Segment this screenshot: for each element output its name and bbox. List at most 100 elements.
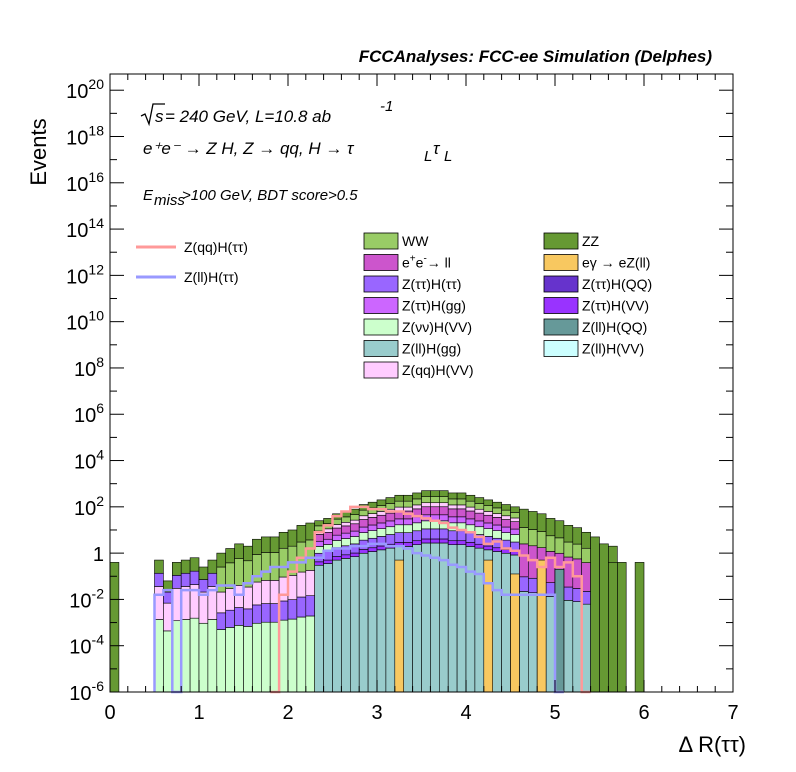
bar-23-layer-4 xyxy=(314,540,324,547)
x-tick-label: 1 xyxy=(193,702,204,724)
bar-11-layer-3 xyxy=(207,559,218,574)
bar-16-layer-4 xyxy=(252,538,262,555)
bar-53-layer-2 xyxy=(581,562,591,592)
special-bar-3 xyxy=(510,573,520,693)
bar-22-layer-1 xyxy=(305,595,315,617)
bar-27-layer-6 xyxy=(349,519,360,525)
bar-37-layer-8 xyxy=(438,490,449,497)
bar-19-layer-1 xyxy=(278,600,289,621)
bar-29-layer-8 xyxy=(367,501,378,509)
special-bar-0 xyxy=(394,559,404,693)
bar-17-layer-2 xyxy=(260,580,271,604)
bar-45-layer-4 xyxy=(510,528,520,535)
bar-26-layer-3 xyxy=(341,538,351,547)
y-tick-label: 1 xyxy=(93,544,104,566)
bar-38-layer-0 xyxy=(447,544,458,693)
legend-label: Z(ll)H(gg) xyxy=(402,341,461,357)
bar-41-layer-8 xyxy=(474,497,485,504)
bar-13-layer-1 xyxy=(225,609,235,628)
bar-41-layer-6 xyxy=(474,508,485,514)
legend-label: ZZ xyxy=(582,233,600,249)
legend-swatch xyxy=(543,318,579,336)
bar-33-layer-8 xyxy=(403,494,413,502)
bar-23-layer-5 xyxy=(314,534,324,542)
bar-39-layer-5 xyxy=(456,508,467,518)
bar-26-layer-6 xyxy=(341,521,351,527)
bar-38-layer-7 xyxy=(447,498,458,506)
chart-title: FCCAnalyses: FCC-ee Simulation (Delphes) xyxy=(359,47,713,66)
bar-12-layer-1 xyxy=(216,612,227,630)
bar-44-layer-3 xyxy=(501,532,511,541)
bar-46-layer-4 xyxy=(519,508,529,528)
bar-12-layer-3 xyxy=(216,566,227,593)
bar-41-layer-0 xyxy=(474,547,485,693)
bar-43-layer-6 xyxy=(492,513,502,518)
special-bar-2 xyxy=(536,559,547,693)
bar-35-layer-1 xyxy=(421,538,431,544)
bar-19-layer-3 xyxy=(278,547,289,578)
y-tick-label: 10-2 xyxy=(69,585,104,612)
bar-32-layer-3 xyxy=(394,524,404,533)
bar-24-layer-4 xyxy=(323,538,333,545)
bar-44-layer-1 xyxy=(501,549,511,554)
bar-34-layer-8 xyxy=(412,492,422,500)
bar-28-layer-1 xyxy=(358,549,369,554)
bar-9-layer-2 xyxy=(189,570,200,585)
bar-46-layer-3 xyxy=(519,527,529,545)
bar-12-layer-4 xyxy=(216,552,227,568)
bar-53-layer-0 xyxy=(581,603,591,693)
bar-41-layer-3 xyxy=(474,526,485,535)
bar-16-layer-1 xyxy=(252,604,262,624)
legend-swatch xyxy=(363,361,399,379)
bar-33-layer-2 xyxy=(403,532,413,543)
bar-43-layer-2 xyxy=(492,537,502,549)
bar-11-layer-0 xyxy=(207,619,218,693)
bar-29-layer-0 xyxy=(367,551,378,693)
bar-54-layer-0 xyxy=(590,536,600,693)
bar-33-layer-7 xyxy=(403,500,413,508)
bar-27-layer-7 xyxy=(349,514,360,521)
bar-14-layer-3 xyxy=(234,558,244,586)
bar-8-layer-0 xyxy=(180,619,191,693)
bar-35-layer-7 xyxy=(421,496,431,504)
bar-27-layer-5 xyxy=(349,523,360,532)
legend-swatch xyxy=(543,254,579,271)
bar-32-layer-7 xyxy=(394,500,404,508)
bar-18-layer-4 xyxy=(269,536,280,553)
bar-42-layer-1 xyxy=(483,545,493,551)
sqrt-symbol xyxy=(140,103,165,127)
bar-27-layer-4 xyxy=(349,530,360,537)
bar-29-layer-5 xyxy=(367,517,378,526)
bar-38-layer-4 xyxy=(447,516,458,524)
bar-33-layer-3 xyxy=(403,524,413,533)
plot-frame xyxy=(109,73,734,693)
bar-22-layer-4 xyxy=(305,522,315,541)
y-tick-label: 104 xyxy=(74,447,104,474)
bar-28-layer-5 xyxy=(358,519,369,528)
bar-44-layer-7 xyxy=(501,509,511,517)
bar-14-layer-0 xyxy=(234,625,244,693)
bar-20-layer-4 xyxy=(287,529,298,547)
bar-38-layer-6 xyxy=(447,504,458,510)
bar-30-layer-3 xyxy=(376,528,387,537)
x-axis-ticks: 0 1 2 3 4 5 6 7 xyxy=(104,74,739,724)
bar-10-layer-0 xyxy=(198,622,209,693)
bar-47-layer-0 xyxy=(527,592,538,693)
bar-57-layer-0 xyxy=(616,562,627,693)
y-tick-label: 1012 xyxy=(66,261,104,288)
bar-6-layer-1 xyxy=(163,602,173,632)
bar-24-layer-1 xyxy=(323,559,333,564)
bar-50-layer-3 xyxy=(554,537,565,554)
bar-16-layer-3 xyxy=(252,554,262,583)
bar-43-layer-7 xyxy=(492,507,502,514)
y-tick-label: 106 xyxy=(74,400,104,427)
bar-19-layer-0 xyxy=(278,619,289,693)
y-axis-label: Events xyxy=(26,118,51,185)
bar-53-layer-3 xyxy=(581,547,591,563)
bar-24-layer-2 xyxy=(323,551,333,561)
bar-33-layer-1 xyxy=(403,542,413,547)
bar-20-layer-0 xyxy=(287,618,298,693)
y-tick-label: 102 xyxy=(74,493,104,520)
bar-8-layer-2 xyxy=(180,572,191,587)
